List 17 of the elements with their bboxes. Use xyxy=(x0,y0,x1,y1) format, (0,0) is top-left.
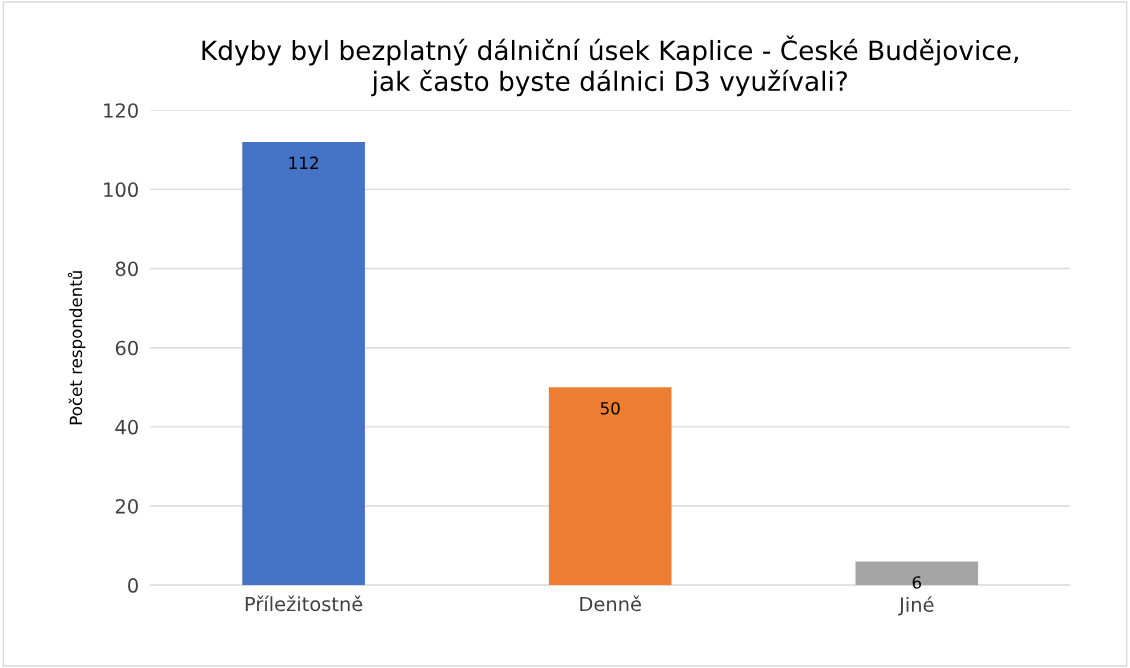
y-axis-title: Počet respondentů xyxy=(67,271,86,425)
y-tick-label: 80 xyxy=(115,261,138,277)
y-tick-label: 100 xyxy=(104,182,138,198)
y-tick-label: 40 xyxy=(115,419,138,435)
data-label: 6 xyxy=(912,576,922,589)
x-tick-label: Denně xyxy=(580,595,641,612)
bar xyxy=(242,141,365,586)
y-tick-label: 20 xyxy=(115,498,138,514)
data-label: 112 xyxy=(289,156,318,169)
y-tick-label: 120 xyxy=(104,103,138,118)
y-tick-label: 60 xyxy=(115,340,138,356)
bar xyxy=(548,387,672,586)
data-label: 50 xyxy=(600,401,620,415)
y-tick-label: 0 xyxy=(128,578,138,593)
x-tick-label: Jiné xyxy=(898,596,934,616)
x-tick-label: Příležitostně xyxy=(245,595,363,612)
chart-title: Kdyby byl bezplatný dálniční úsek Kaplice - České Budějovice, jak často byste dálnici D3 využívali? xyxy=(202,35,1018,97)
